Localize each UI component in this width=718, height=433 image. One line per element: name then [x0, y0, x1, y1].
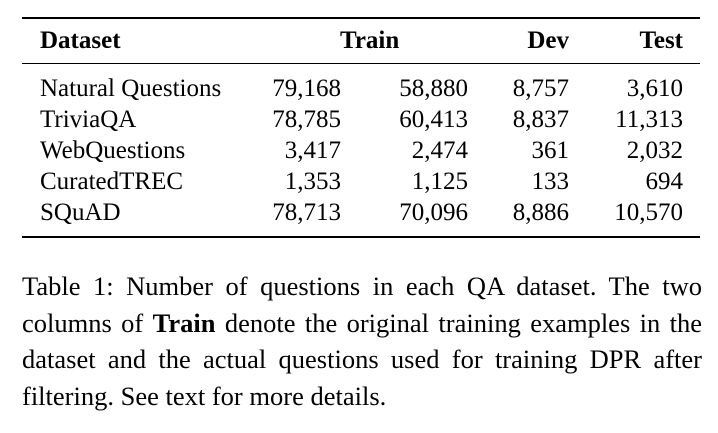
cell-test: 2,032	[626, 137, 683, 164]
cell-train-original: 78,713	[272, 199, 341, 226]
cell-train-original: 1,353	[284, 168, 341, 195]
cell-train-original: 79,168	[272, 75, 341, 102]
cell-test: 10,570	[614, 199, 683, 226]
cell-dataset: TriviaQA	[40, 106, 137, 133]
header-test: Test	[639, 27, 683, 54]
cell-train-used: 60,413	[399, 106, 468, 133]
caption-bold-train: Train	[152, 307, 216, 338]
cell-dataset: SQuAD	[40, 199, 121, 226]
cell-dev: 8,837	[512, 106, 569, 133]
cell-test: 3,610	[626, 75, 683, 102]
cell-dev: 8,757	[512, 75, 569, 102]
bottom-rule	[22, 236, 700, 238]
cell-dev: 361	[531, 137, 570, 164]
cell-train-original: 78,785	[272, 106, 341, 133]
cell-dataset: WebQuestions	[40, 137, 186, 164]
header-dev: Dev	[527, 27, 569, 54]
cell-train-used: 1,125	[411, 168, 468, 195]
cell-train-used: 70,096	[399, 199, 468, 226]
cell-test: 694	[645, 168, 684, 195]
cell-test: 11,313	[615, 106, 683, 133]
caption-text-cont: denote the original training examples in…	[22, 307, 702, 411]
caption-text: Table 1: Number of questions in each QA …	[22, 271, 702, 338]
cell-dataset: Natural Questions	[40, 75, 222, 102]
cell-train-used: 2,474	[411, 137, 468, 164]
cell-train-original: 3,417	[284, 137, 341, 164]
header-train: Train	[340, 27, 400, 54]
cell-dev: 133	[531, 168, 570, 195]
header-rule	[22, 63, 700, 64]
top-rule	[22, 17, 700, 19]
table-caption: Table 1: Number of questions in each QA …	[22, 268, 702, 414]
cell-dev: 8,886	[512, 199, 569, 226]
cell-dataset: CuratedTREC	[40, 168, 184, 195]
header-dataset: Dataset	[40, 27, 121, 54]
cell-train-used: 58,880	[399, 75, 468, 102]
